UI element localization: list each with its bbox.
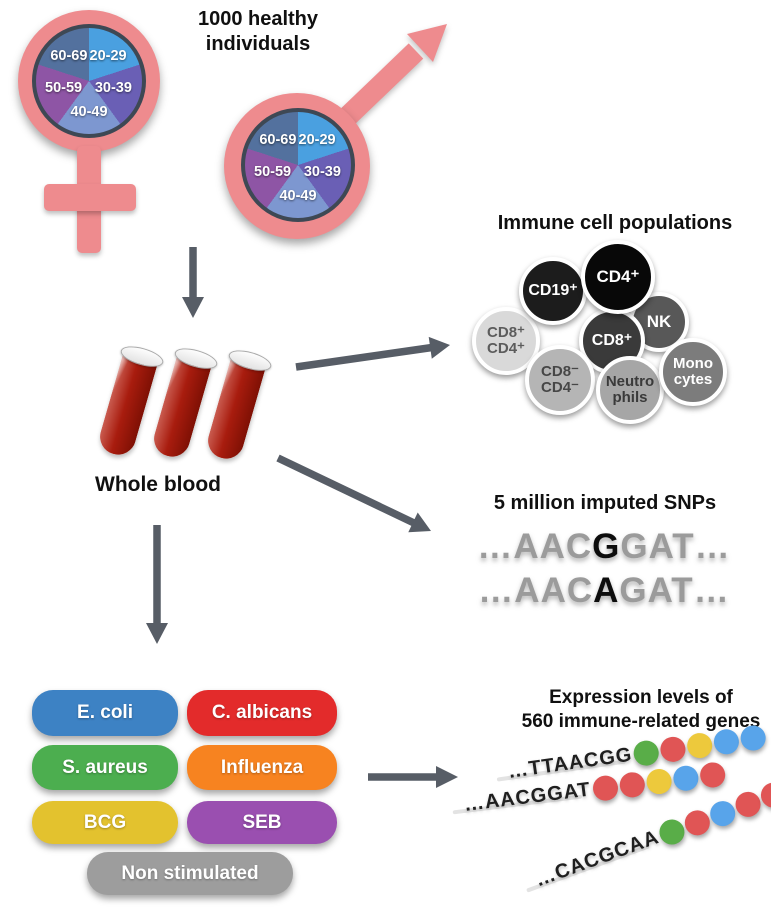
expression-dot-icon [739,723,768,752]
seq-variant-allele: A [593,571,620,610]
age-label-20-29: 20-29 [89,47,127,64]
age-label-30-39: 30-39 [94,80,132,97]
male-age-pie-chart: 20-29 30-39 40-49 50-59 60-69 [241,108,355,222]
cell-cd19pos: CD19⁺ [519,257,587,325]
expression-dot-icon [644,767,673,796]
cohort-title: 1000 healthy individuals [197,8,319,55]
cell-monocytes: Mono cytes [659,338,727,406]
expression-dot-icon [591,773,619,802]
expression-dot-icon [732,787,765,820]
expression-title: Expression levels of 560 immune-related … [521,687,761,732]
snps-title: 5 million imputed SNPs [493,492,717,514]
expression-dot-icon [698,760,727,789]
stim-pill-influenza: Influenza [187,745,337,790]
age-label-20-29: 20-29 [298,131,336,148]
arrow-blood-to-cells-icon [295,336,450,371]
snp-sequence-2: …AACAGAT… [437,571,771,611]
seq-suffix: GAT… [620,527,731,566]
snp-sequence-1: …AACGGAT… [437,527,771,567]
age-label-40-49: 40-49 [279,187,317,204]
age-label-60-69: 60-69 [259,131,297,148]
cell-cd4pos: CD4⁺ [581,240,655,314]
expression-dot-icon [712,727,741,756]
age-label-60-69: 60-69 [50,47,88,64]
cell-cd8neg-cd4neg: CD8⁻ CD4⁻ [525,345,595,415]
age-label-40-49: 40-49 [70,103,108,120]
age-label-50-59: 50-59 [45,80,83,97]
arrow-stimulations-to-expression-icon [368,766,458,788]
male-symbol-arrow-icon [335,24,447,129]
expression-dot-icon [681,806,714,839]
stim-pill-bcg: BCG [32,801,178,844]
female-crossbar [44,184,136,211]
age-label-30-39: 30-39 [303,164,341,181]
arrow-blood-to-snps-icon [276,454,431,533]
seq-variant-allele: G [592,527,621,566]
cell-neutrophils: Neutro phils [596,356,664,424]
stim-pill-seb: SEB [187,801,337,844]
arrow-cohort-to-blood-icon [182,247,204,318]
expression-dot-icon [632,738,661,767]
expression-dot-icon [706,797,739,830]
seq-prefix: …AAC [477,527,593,566]
whole-blood-label: Whole blood [95,473,221,496]
arrow-blood-to-stimulations-icon [146,525,168,644]
stim-pill-e-coli: E. coli [32,690,178,736]
age-label-50-59: 50-59 [254,164,292,181]
stim-pill-c-albicans: C. albicans [187,690,337,736]
expression-dot-icon [659,734,688,763]
stim-pill-s-aureus: S. aureus [32,745,178,790]
expression-dot-icon [617,770,646,799]
expression-dot-icon [685,730,715,760]
immune-cells-title: Immune cell populations [497,212,733,234]
expression-dot-icon [671,763,700,792]
stim-pill-non-stimulated: Non stimulated [87,852,293,895]
seq-suffix: GAT… [619,571,730,610]
seq-prefix: …AAC [478,571,594,610]
female-age-pie-chart: 20-29 30-39 40-49 50-59 60-69 [32,24,146,138]
